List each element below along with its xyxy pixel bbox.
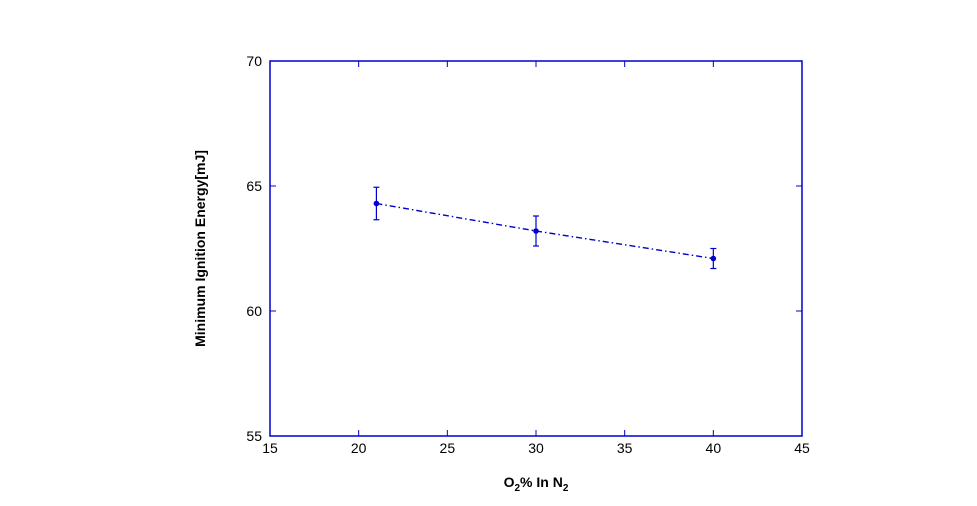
plot-area [269, 60, 803, 437]
series [373, 186, 717, 270]
x-tick-label: 15 [262, 440, 278, 456]
y-tick-label: 60 [246, 303, 262, 319]
x-axis-label: O2% In N2 [504, 474, 569, 494]
x-tick-label: 45 [794, 440, 810, 456]
series-line [376, 202, 714, 260]
x-tick-label: 35 [617, 440, 633, 456]
data-point [710, 255, 717, 262]
y-tick-labels: 55 60 65 70 [246, 53, 262, 444]
x-tick-label: 30 [528, 440, 544, 456]
x-tick-label: 20 [351, 440, 367, 456]
x-tick-label: 40 [706, 440, 722, 456]
y-tick-label: 55 [246, 428, 262, 444]
data-point [533, 228, 539, 234]
y-axis-label: Minimum Ignition Energy[mJ] [192, 150, 208, 347]
y-tick-label: 65 [246, 178, 262, 194]
plot-frame [269, 60, 803, 437]
x-tick-labels: 15 20 25 30 35 40 45 [262, 440, 810, 456]
x-tick-label: 25 [440, 440, 456, 456]
y-tick-label: 70 [246, 53, 262, 69]
data-point [373, 200, 380, 207]
axis-ticks [269, 60, 803, 437]
